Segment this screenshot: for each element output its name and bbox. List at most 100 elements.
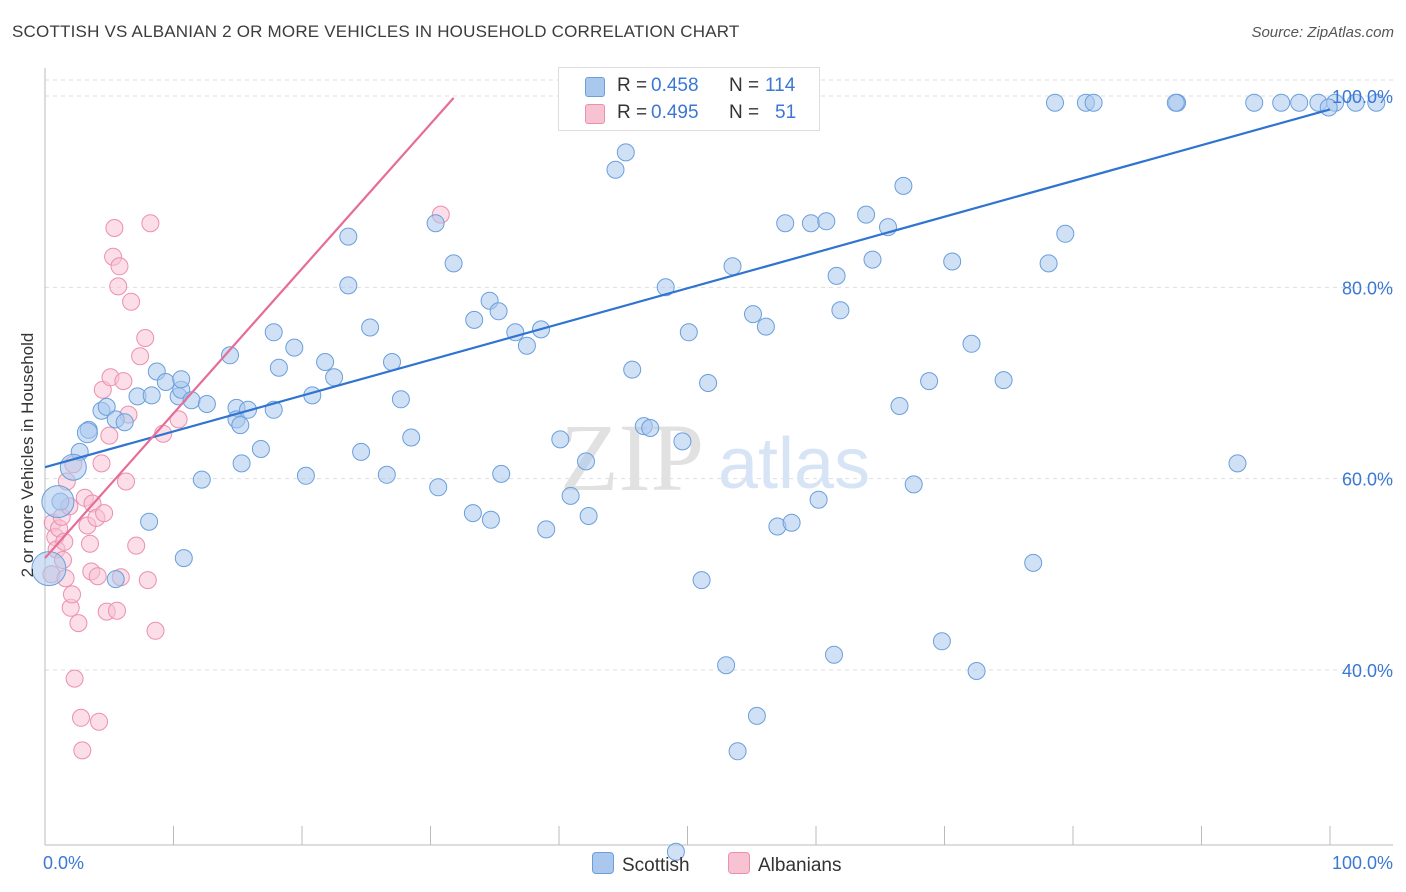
watermark-atlas: atlas bbox=[718, 424, 870, 504]
scottish-point bbox=[1346, 93, 1365, 112]
scottish-point bbox=[728, 742, 747, 761]
scottish-point bbox=[890, 397, 909, 415]
scottish-point bbox=[264, 323, 283, 342]
y-tick-label: 40.0% bbox=[1342, 661, 1393, 681]
scottish-point bbox=[1290, 93, 1309, 112]
y-tick-label: 80.0% bbox=[1342, 278, 1393, 298]
albanian-point bbox=[141, 214, 160, 233]
scottish-point bbox=[782, 513, 801, 532]
scottish-point bbox=[97, 397, 116, 416]
albanian-point bbox=[110, 257, 129, 276]
scottish-point bbox=[943, 252, 962, 271]
scottish-point bbox=[361, 318, 380, 337]
scottish-point bbox=[402, 428, 421, 447]
scottish-point bbox=[481, 510, 500, 529]
albanian-point bbox=[55, 532, 74, 551]
scottish-point bbox=[140, 512, 159, 531]
albanian-point bbox=[88, 567, 107, 586]
n-label: N = bbox=[729, 75, 760, 96]
scottish-point bbox=[251, 440, 270, 458]
scottish-point bbox=[426, 214, 445, 233]
bottom-legend-scottish[interactable]: Scottish bbox=[592, 852, 690, 877]
scottish-point bbox=[1245, 93, 1264, 112]
albanian-point bbox=[63, 585, 81, 604]
albanian-point bbox=[146, 621, 165, 640]
scottish-n-value: 114 bbox=[765, 75, 796, 96]
scottish-point bbox=[429, 478, 448, 497]
scottish-point bbox=[517, 336, 536, 355]
scottish-point bbox=[325, 368, 344, 387]
scottish-point bbox=[776, 214, 795, 233]
scottish-point bbox=[1367, 93, 1386, 112]
scottish-point bbox=[296, 466, 315, 485]
albanian-n-value: 51 bbox=[775, 102, 797, 123]
scottish-point bbox=[904, 475, 923, 494]
scottish-point bbox=[444, 254, 463, 273]
scottish-point bbox=[172, 370, 191, 389]
scottish-point bbox=[747, 706, 766, 725]
scottish-point bbox=[561, 486, 580, 505]
albanian-point bbox=[72, 708, 90, 727]
scottish-point bbox=[231, 416, 250, 435]
albanian-legend-swatch bbox=[728, 852, 750, 874]
scottish-point bbox=[932, 632, 951, 651]
y-axis-title: 2 or more Vehicles in Household bbox=[18, 332, 37, 578]
bottom-legend-albanians[interactable]: Albanians bbox=[728, 852, 841, 877]
scottish-point bbox=[606, 160, 625, 179]
x-tick-label: 100.0% bbox=[1332, 853, 1393, 873]
source-label[interactable]: Source: ZipAtlas.com bbox=[1251, 24, 1394, 41]
scottish-point bbox=[809, 490, 828, 509]
scottish-point bbox=[31, 551, 67, 587]
scottish-point bbox=[967, 662, 986, 680]
albanian-point bbox=[69, 614, 88, 633]
scottish-point bbox=[1166, 93, 1185, 112]
albanian-point bbox=[138, 571, 157, 590]
scottish-point bbox=[723, 257, 742, 276]
watermark: ZIP atlas bbox=[560, 404, 870, 511]
scottish-point bbox=[465, 310, 484, 329]
albanian-point bbox=[169, 410, 188, 429]
scottish-point bbox=[831, 301, 850, 320]
albanian-point bbox=[108, 601, 126, 620]
albanian-point bbox=[117, 472, 135, 491]
albanian-r-value: 0.495 bbox=[651, 102, 699, 123]
scottish-point bbox=[994, 371, 1013, 390]
scottish-point bbox=[666, 842, 685, 861]
scottish-point bbox=[623, 360, 642, 379]
scottish-point bbox=[756, 317, 775, 336]
y-tick-label: 100.0% bbox=[1332, 87, 1393, 107]
albanian-point bbox=[131, 347, 150, 366]
albanian-point bbox=[100, 426, 119, 445]
albanian-legend-label: Albanians bbox=[758, 855, 842, 876]
albanian-point bbox=[136, 329, 155, 347]
scottish-point bbox=[391, 390, 410, 409]
scottish-point bbox=[1024, 553, 1043, 572]
scottish-point bbox=[76, 422, 98, 444]
stats-legend: R = 0.458 N = 114 R = 0.495 N = 51 bbox=[558, 67, 820, 131]
scottish-point bbox=[577, 452, 595, 471]
scottish-point bbox=[551, 430, 570, 449]
scottish-point bbox=[142, 386, 161, 405]
chart-title: SCOTTISH VS ALBANIAN 2 OR MORE VEHICLES … bbox=[12, 22, 740, 41]
scottish-points bbox=[31, 93, 1386, 861]
scottish-point bbox=[692, 571, 711, 590]
albanian-point bbox=[81, 534, 99, 553]
scottish-point bbox=[673, 432, 692, 451]
albanian-point bbox=[73, 741, 92, 760]
albanian-point bbox=[105, 219, 124, 237]
scottish-legend-swatch bbox=[592, 852, 614, 874]
albanian-point bbox=[65, 669, 84, 688]
scottish-point bbox=[679, 323, 698, 342]
scottish-point bbox=[579, 507, 598, 525]
scottish-point bbox=[1046, 93, 1064, 112]
scottish-point bbox=[801, 214, 820, 233]
scottish-point bbox=[616, 143, 635, 162]
scottish-point bbox=[1084, 93, 1103, 112]
scottish-r-value: 0.458 bbox=[651, 75, 699, 96]
scottish-point bbox=[192, 470, 211, 489]
scottish-point bbox=[857, 205, 876, 224]
scottish-point bbox=[156, 373, 175, 391]
albanian-point bbox=[90, 712, 108, 731]
scottish-point bbox=[894, 176, 913, 195]
